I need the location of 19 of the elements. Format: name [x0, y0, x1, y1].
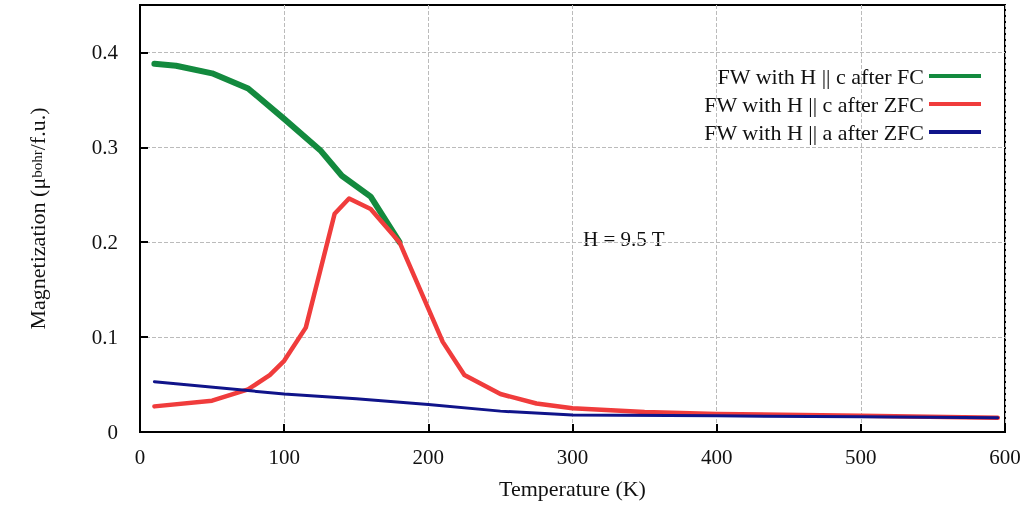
y-tick-label: 0.3	[91, 135, 118, 160]
x-axis-title: Temperature (K)	[499, 475, 646, 501]
line-series	[152, 380, 1000, 420]
x-tick-label: 200	[412, 444, 445, 469]
y-tick-label: 0.2	[91, 230, 118, 255]
legend-label: FW with H || c after ZFC	[704, 91, 924, 117]
annotation: H = 9.5 T	[583, 226, 665, 251]
y-tick-label: 0.1	[91, 325, 118, 350]
y-tick-label: 0	[107, 420, 118, 444]
x-tick-label: 300	[556, 444, 589, 469]
legend-label: FW with H || c after FC	[717, 63, 924, 89]
x-tick-label: 0	[134, 444, 146, 469]
x-tick-label: 500	[845, 444, 877, 469]
x-tick-label: 400	[700, 444, 733, 469]
x-tick-label: 600	[989, 444, 1021, 469]
legend-label: FW with H || a after ZFC	[704, 119, 924, 145]
x-tick-label: 100	[268, 444, 300, 469]
y-axis-title: Magnetization (μbohr/f.u.)	[24, 107, 50, 330]
y-tick-label: 0.4	[91, 40, 119, 65]
